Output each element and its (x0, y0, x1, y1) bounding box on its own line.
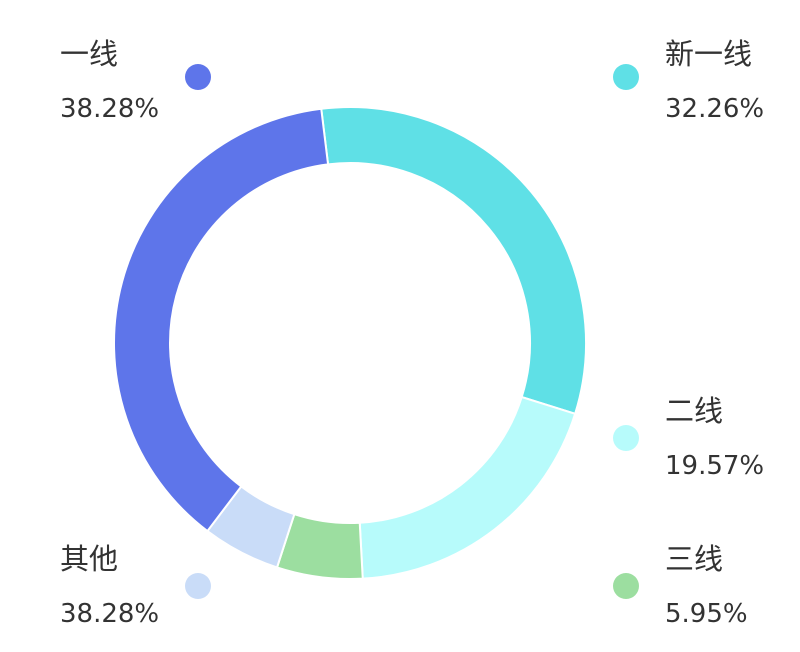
donut-slices (113, 106, 587, 580)
donut-slice-tier1 (113, 107, 330, 533)
legend-dot-tier3 (613, 573, 639, 599)
legend-percent-tier1: 38.28% (60, 94, 160, 124)
legend-dot-tier2 (613, 425, 639, 451)
legend-dot-tier1 (185, 64, 211, 90)
legend-percent-other: 38.28% (60, 599, 160, 629)
legend-label-tier3: 三线 (665, 542, 724, 576)
legend-dot-new-tier1 (613, 64, 639, 90)
donut-slice-tier2 (358, 395, 577, 580)
legend-dot-other (185, 573, 211, 599)
legend-label-other: 其他 (60, 542, 119, 576)
legend-percent-new-tier1: 32.26% (665, 94, 765, 124)
legend-percent-tier2: 19.57% (665, 451, 765, 481)
donut-slice-new-tier1 (320, 106, 587, 416)
legend-label-tier1: 一线 (60, 37, 119, 71)
legend-label-new-tier1: 新一线 (665, 37, 753, 71)
legend-percent-tier3: 5.95% (665, 599, 748, 629)
legend-label-tier2: 二线 (665, 394, 724, 428)
